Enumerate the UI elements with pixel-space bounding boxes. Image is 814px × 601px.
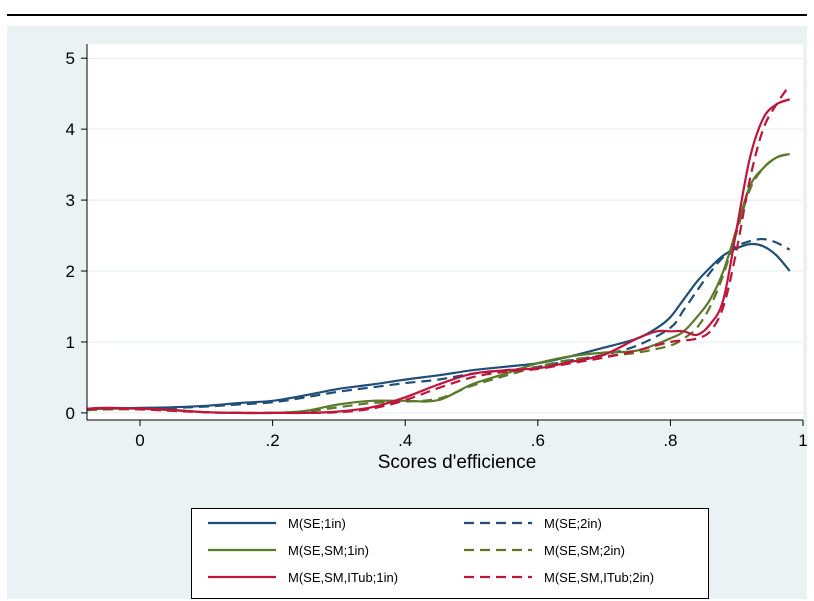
chart-background: 0 1 2 3 4 5 0 .2 .4 .6 .8 1 Scores d'efficience M(S… (7, 26, 807, 599)
legend-label: M(SE;2in) (544, 515, 602, 531)
legend-label: M(SE;1in) (288, 515, 346, 531)
legend-swatch (208, 575, 276, 579)
y-tick-label: 3 (66, 191, 75, 210)
y-tick-label: 5 (66, 49, 75, 68)
y-tick-label: 4 (66, 120, 75, 139)
y-tick-label: 1 (66, 333, 75, 352)
legend-swatch (208, 521, 276, 525)
x-tick-label: 1 (798, 431, 807, 450)
y-tick-label: 2 (66, 262, 75, 281)
x-tick-label: .4 (398, 431, 412, 450)
legend-label: M(SE,SM;1in) (288, 542, 369, 558)
x-tick-label: .6 (531, 431, 545, 450)
legend-swatch (464, 548, 532, 552)
legend-swatch (464, 575, 532, 579)
series-layer (86, 84, 791, 415)
series-line-m-se-sm-itub-2in (86, 84, 791, 415)
chart-svg: 0 1 2 3 4 5 0 .2 .4 .6 .8 1 Scores d'efficience (66, 44, 807, 473)
legend-item-m-se-sm-2in: M(SE,SM;2in) (462, 540, 625, 560)
legend-item-m-se-sm-itub-1in: M(SE,SM,ITub;1in) (206, 567, 398, 587)
x-axis-label: Scores d'efficience (378, 452, 537, 473)
y-tick-label: 0 (66, 404, 75, 423)
grid-layer (87, 57, 803, 414)
legend-label: M(SE,SM;2in) (544, 542, 625, 558)
legend-swatch (464, 521, 532, 525)
x-tick-label: .8 (663, 431, 677, 450)
legend-label: M(SE,SM,ITub;1in) (288, 569, 399, 585)
legend-item-m-se-sm-1in: M(SE,SM;1in) (206, 540, 369, 560)
legend-item-m-se-1in: M(SE;1in) (206, 513, 346, 533)
legend-label: M(SE,SM,ITub;2in) (544, 569, 655, 585)
axis-layer: 0 1 2 3 4 5 0 .2 .4 .6 .8 1 (66, 44, 807, 450)
x-tick-label: .2 (266, 431, 280, 450)
legend-swatch (208, 548, 276, 552)
top-rule (7, 14, 807, 16)
x-tick-label: 0 (135, 431, 144, 450)
legend-item-m-se-2in: M(SE;2in) (462, 513, 602, 533)
plot-area (87, 44, 803, 420)
legend: M(SE;1in) M(SE;2in) M(SE,SM;1in) M(SE,SM;2i… (191, 508, 709, 599)
legend-item-m-se-sm-itub-2in: M(SE,SM,ITub;2in) (462, 567, 654, 587)
